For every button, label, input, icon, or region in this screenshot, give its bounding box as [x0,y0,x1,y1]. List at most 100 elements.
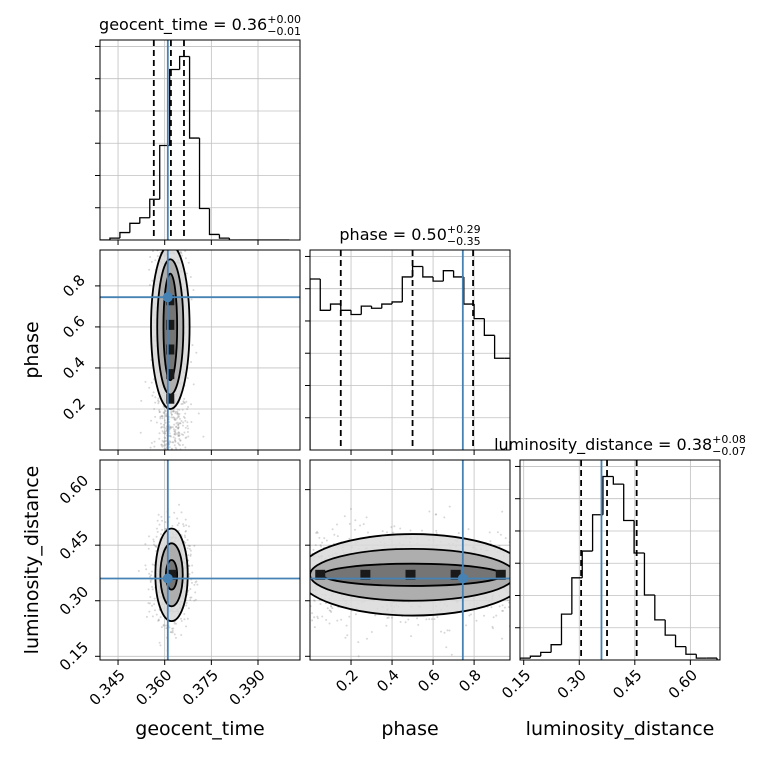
title-plus: +0.29 [447,223,481,236]
sample-point [179,439,182,442]
sample-point [404,621,407,624]
sample-point [169,425,172,428]
sample-point [502,609,505,612]
sample-point [151,604,154,607]
sample-point [153,597,156,600]
sample-point [163,440,166,443]
sample-point [183,397,186,400]
sample-point [354,528,357,531]
sample-point [173,633,176,636]
sample-point [187,405,190,408]
sample-point [165,247,167,249]
sample-point [195,580,198,583]
sample-point [168,425,171,428]
hist-bin [149,198,160,218]
sample-point [167,248,169,250]
sample-point [170,416,173,419]
sample-point [177,434,180,437]
sample-point [158,523,161,526]
sample-point [178,438,181,441]
contour-line [150,250,191,410]
sample-point [139,431,142,434]
hist-bin [685,646,697,655]
sample-point [147,547,150,550]
hist-bin [350,310,362,316]
sample-point [187,607,190,610]
sample-point [343,515,346,518]
density-core [360,569,371,580]
sample-point [181,246,183,248]
title-minus: −0.01 [267,25,301,38]
sample-point [145,568,148,571]
sample-point [149,255,152,258]
sample-point [188,548,191,551]
sample-point [171,629,174,632]
sample-point [443,516,446,519]
sample-point [188,573,191,576]
sample-point [499,533,502,536]
sample-point [506,599,509,602]
sample-point [165,413,168,416]
sample-point [182,400,185,403]
sample-point [174,412,177,415]
sample-point [443,631,446,634]
sample-point [430,488,433,491]
contour-line [310,547,510,602]
sample-point [179,422,182,425]
sample-point [173,418,176,421]
y-axis-label: luminosity_distance [21,466,43,655]
sample-point [156,519,159,522]
sample-point [180,433,183,436]
sample-point [490,606,493,609]
sample-point [176,524,179,527]
sample-point [183,431,186,434]
sample-point [174,428,177,431]
sample-point [186,408,189,411]
sample-point [176,412,179,415]
sample-point [168,626,171,629]
sample-point [137,570,140,573]
sample-point [147,602,150,605]
sample-point [183,402,186,405]
sample-point [160,443,163,446]
sample-point [158,432,161,435]
sample-point [393,525,396,528]
sample-point [496,531,499,534]
sample-point [174,419,177,422]
sample-point [160,443,163,446]
sample-point [176,416,179,419]
sample-point [503,606,506,609]
sample-point [155,535,158,538]
sample-point [183,534,186,537]
sample-point [435,532,438,535]
sample-point [168,428,171,431]
sample-point [512,588,514,590]
sample-point [174,431,177,434]
sample-point [174,248,176,250]
sample-point [189,275,192,278]
sample-point [194,581,197,584]
sample-point [174,636,177,639]
sample-point [196,583,199,586]
hist-bin [612,476,624,485]
sample-point [168,427,171,430]
sample-point [171,524,174,527]
sample-point [161,417,164,420]
sample-point [168,245,170,247]
sample-point [170,631,173,634]
sample-point [501,637,504,640]
sample-point [190,596,193,599]
sample-point [511,551,513,553]
x-tick-label: 0.375 [179,666,222,709]
sample-point [491,625,494,628]
sample-point [176,517,179,520]
sample-point [511,598,513,600]
sample-point [323,537,326,540]
sample-point [186,421,189,424]
sample-point [155,613,158,616]
sample-point [174,433,177,436]
sample-point [491,627,494,630]
hist-bin [139,217,150,224]
sample-point [152,540,155,543]
